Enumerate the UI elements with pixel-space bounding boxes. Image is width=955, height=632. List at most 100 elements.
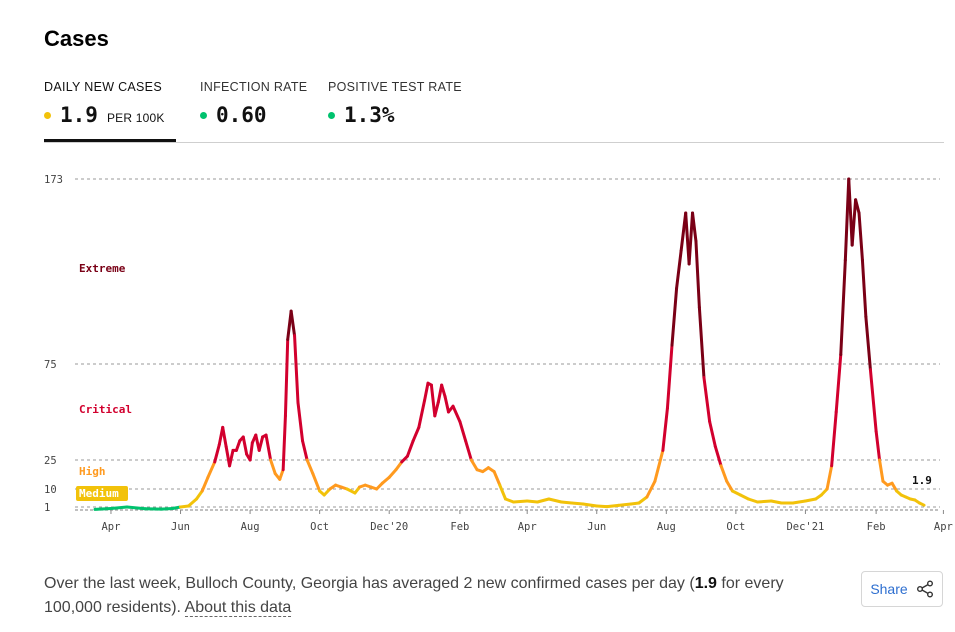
series-line-segment [423,381,430,402]
summary-text-before: Over the last week, Bulloch County, Geor… [44,575,695,592]
y-tick-label: 75 [44,359,57,371]
series-line-segment [194,489,204,501]
series-line-segment [691,211,698,243]
about-data-link[interactable]: About this data [184,599,292,617]
status-dot-icon [328,112,335,119]
series-line-segment [293,334,300,404]
series-line-segment [269,458,277,476]
x-tick-label: Apr [101,521,120,533]
series-line-segment [451,404,462,424]
series-line-segment [803,497,818,503]
tab-label: INFECTION RATE [200,80,308,94]
series-line-segment [791,499,807,505]
series-line-segment [429,383,437,418]
x-tick-label: Jun [587,521,606,533]
series-line-segment [874,429,882,462]
status-dot-icon [44,112,51,119]
summary-value: 1.9 [694,575,717,592]
series-line-segment [834,353,843,414]
series-line-segment [498,483,508,501]
last-value-label: 1.9 [912,474,932,487]
series-line-segment [125,505,147,511]
share-button[interactable]: Share [861,571,943,607]
tab-unit: PER 100K [106,111,165,125]
series-line-segment [464,439,473,462]
metric-tabs: DAILY NEW CASES 1.9 PER 100K INFECTION R… [44,80,944,143]
series-line-segment [697,305,706,379]
series-line-segment [311,472,322,493]
series-line-segment [694,239,701,309]
x-tick-label: Feb [867,521,886,533]
x-tick-label: Dec'20 [370,521,408,533]
series-line-segment [725,479,734,493]
series-line-segment [433,400,440,418]
series-line-segment [281,414,287,472]
status-dot-icon [200,112,207,119]
series-line-segment [687,211,695,266]
share-label: Share [870,581,908,597]
cases-chart: 173 75 25 10 1 Apr Jun Aug Oct Dec'20 Feb Apr Jun Aug… [44,174,953,533]
series-line-segment [200,475,210,493]
series-line-segment [234,439,242,452]
series-line-segment [746,497,760,504]
series-line-segment [535,497,551,504]
zone-label-background [76,486,128,501]
series-line-segment [221,425,228,449]
x-tick-label: Aug [657,521,676,533]
series-line-segment [605,503,620,509]
zone-label-critical: Critical [79,403,132,416]
series-line-segment [769,499,783,505]
zone-label-high: High [79,465,106,478]
tab-daily-new-cases[interactable]: DAILY NEW CASES 1.9 PER 100K [44,80,176,142]
x-tick-label: Feb [450,521,469,533]
y-tick-label: 173 [44,174,63,186]
series-line-segment [850,198,858,247]
x-tick-label: Oct [726,521,745,533]
x-tick-label: Dec'21 [786,521,824,533]
series-line-segment [417,398,427,429]
series-line-segment [661,406,669,452]
x-tick-label: Aug [241,521,260,533]
series-line-segment [248,441,254,462]
series-line-segment [187,497,198,508]
series-line-segment [890,481,899,493]
series-line-segment [278,468,285,481]
zone-label-extreme: Extreme [79,262,126,275]
series-line-segment [405,439,415,458]
series-line-segment [411,425,421,443]
series-line-segment [637,495,649,505]
tab-infection-rate[interactable]: INFECTION RATE 0.60 [200,80,310,142]
series-line-segment [719,464,729,483]
x-tick-label: Apr [518,521,537,533]
series-line-segment [616,502,633,507]
tab-positive-test-rate[interactable]: POSITIVE TEST RATE 1.3% [328,80,468,142]
tab-label: POSITIVE TEST RATE [328,80,462,94]
y-tick-label: 10 [44,484,57,496]
series-line-segment [440,383,447,399]
series-line-segment [559,500,574,505]
summary-text-after: for every 100,000 residents). [44,575,784,616]
series-line-segment [301,439,309,462]
series-line-segment [305,458,315,476]
series-line-segment [665,343,674,410]
series-line-segment [713,445,723,468]
series-line-segment [206,460,217,479]
series-line-segment [708,420,717,449]
series-line-segment [109,505,129,510]
series-line-segment [570,501,585,506]
series-line-segment [257,435,265,452]
series-line-segment [857,211,864,262]
series-line-segment [878,458,885,483]
series-line-segment [159,507,175,511]
tab-label: DAILY NEW CASES [44,80,162,94]
page-title: Cases [44,26,109,51]
series-line-segment [670,286,679,347]
series-line-segment [864,315,872,372]
series-line-segment [868,368,878,433]
series-line-segment [653,448,665,483]
y-tick-label: 1 [44,502,50,514]
summary-text: Over the last week, Bulloch County, Geor… [44,572,804,620]
tab-value: 1.9 [60,103,98,127]
series-line-segment [241,435,249,456]
tab-value: 0.60 [216,103,267,127]
